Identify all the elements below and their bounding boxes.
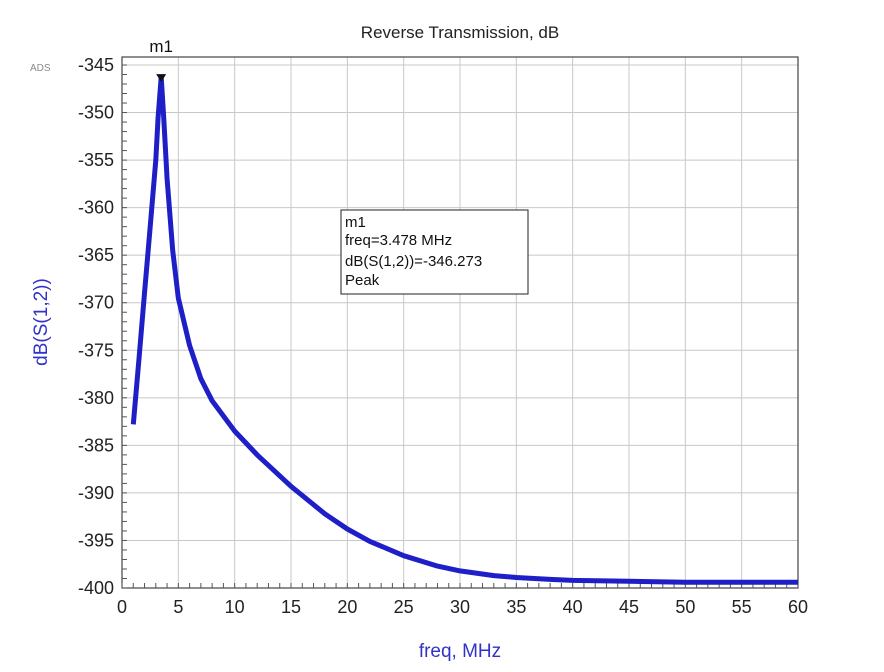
y-tick-label: -370 (78, 293, 114, 313)
marker-readout-type: Peak (345, 272, 380, 289)
y-tick-label: -385 (78, 435, 114, 455)
x-tick-label: 45 (619, 597, 639, 617)
x-axis-label: freq, MHz (419, 641, 501, 662)
y-tick-label: -355 (78, 150, 114, 170)
marker-label: m1 (149, 37, 173, 56)
x-tick-label: 35 (506, 597, 526, 617)
ads-badge: ADS (30, 63, 51, 74)
y-tick-label: -360 (78, 198, 114, 218)
y-tick-label: -345 (78, 55, 114, 75)
marker-group[interactable]: m1 (149, 37, 173, 83)
x-tick-label: 5 (173, 597, 183, 617)
x-tick-label: 15 (281, 597, 301, 617)
x-tick-label: 40 (563, 597, 583, 617)
marker-readout-box[interactable]: m1 freq=3.478 MHz dB(S(1,2))=-346.273 Pe… (340, 209, 529, 295)
x-tick-label: 50 (675, 597, 695, 617)
y-tick-label: -390 (78, 483, 114, 503)
x-tick-label: 55 (732, 597, 752, 617)
x-tick-label: 0 (117, 597, 127, 617)
chart-title: Reverse Transmission, dB (361, 23, 559, 42)
y-tick-label: -365 (78, 245, 114, 265)
x-tick-label: 25 (394, 597, 414, 617)
grid (121, 57, 799, 589)
y-axis-label: dB(S(1,2)) (31, 278, 52, 366)
marker-readout-frame (340, 209, 529, 295)
marker-triangle-icon (156, 74, 167, 83)
marker-readout-value: dB(S(1,2))=-346.273 (345, 253, 482, 270)
x-tick-label: 60 (788, 597, 808, 617)
y-tick-label: -375 (78, 340, 114, 360)
x-tick-label: 20 (337, 597, 357, 617)
y-tick-label: -395 (78, 530, 114, 550)
y-tick-labels: -345 -350 -355 -360 -365 -370 -375 -380 -385 -390… (78, 55, 114, 598)
marker-readout-name: m1 (345, 214, 366, 231)
x-tick-label: 10 (225, 597, 245, 617)
y-tick-label: -380 (78, 388, 114, 408)
x-tick-label: 30 (450, 597, 470, 617)
y-tick-label: -400 (78, 578, 114, 598)
marker-readout-freq: freq=3.478 MHz (345, 232, 452, 249)
series-group (130, 74, 798, 585)
y-tick-label: -350 (78, 103, 114, 123)
x-tick-labels: 0 5 10 15 20 25 30 35 40 45 50 55 60 (117, 597, 808, 617)
series-line (130, 74, 798, 585)
